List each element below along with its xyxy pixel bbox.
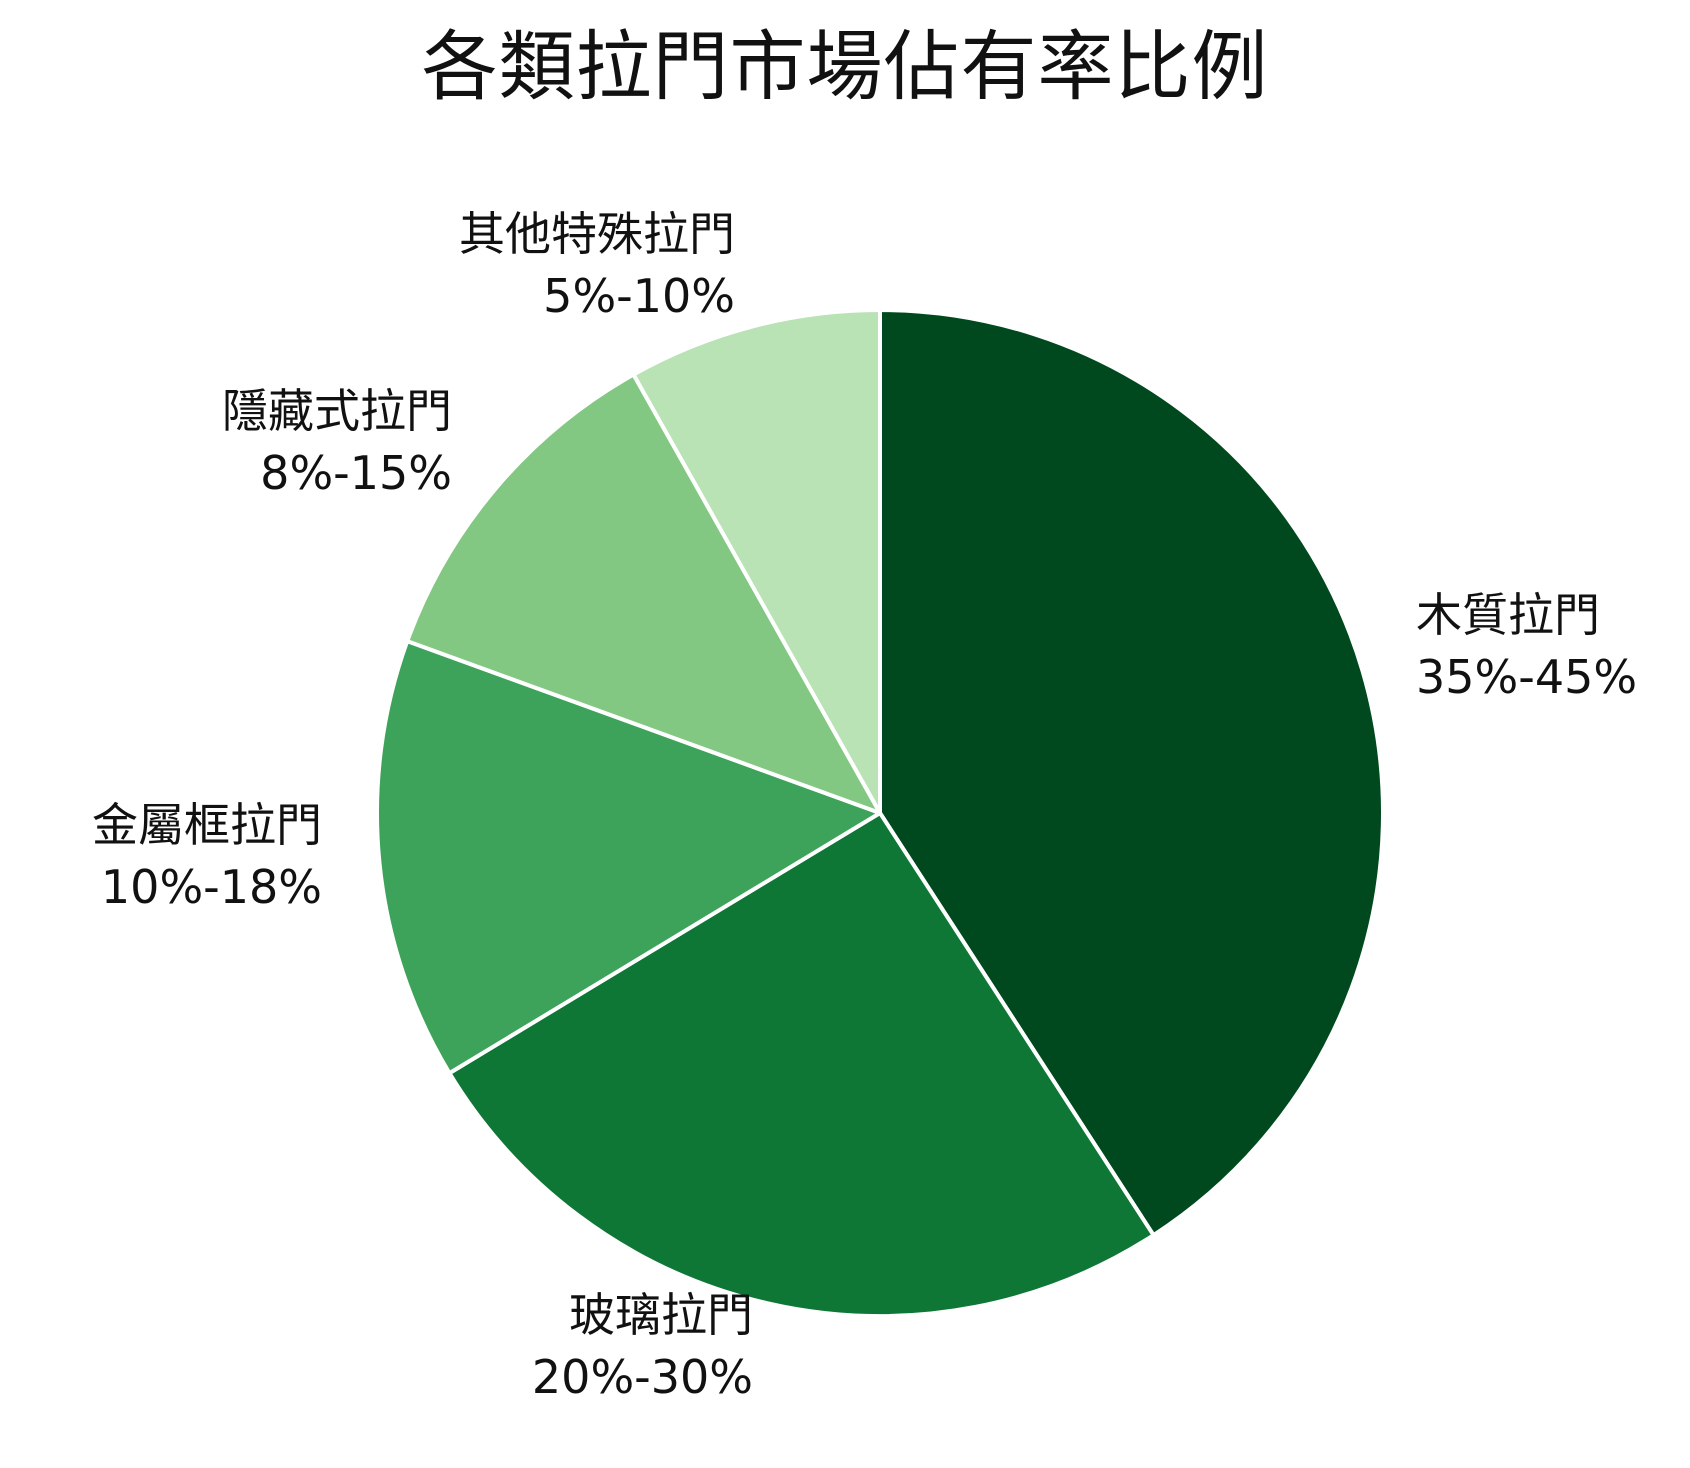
chart-title: 各類拉門市場佔有率比例	[421, 22, 1269, 111]
label-hidden: 隱藏式拉門 8%-15%	[222, 380, 452, 504]
label-metal-name: 金屬框拉門	[92, 798, 322, 852]
label-wood: 木質拉門 35%-45%	[1416, 584, 1637, 708]
label-wood-name: 木質拉門	[1416, 588, 1600, 642]
pie-slice-hidden	[405, 372, 882, 815]
pie-slice-metal	[375, 639, 882, 1076]
label-other-name: 其他特殊拉門	[459, 207, 735, 261]
label-glass-pct: 20%-30%	[531, 1350, 753, 1404]
pie-slice-other	[631, 308, 882, 815]
label-glass: 玻璃拉門 20%-30%	[532, 1284, 753, 1408]
label-metal: 金屬框拉門 10%-18%	[92, 794, 322, 918]
label-metal-pct: 10%-18%	[100, 860, 322, 914]
label-glass-name: 玻璃拉門	[569, 1288, 753, 1342]
label-hidden-name: 隱藏式拉門	[222, 384, 452, 438]
label-other-pct: 5%-10%	[543, 269, 735, 323]
label-wood-pct: 35%-45%	[1416, 650, 1638, 704]
pie-slice-glass	[447, 811, 1156, 1318]
label-hidden-pct: 8%-15%	[260, 446, 452, 500]
label-other: 其他特殊拉門 5%-10%	[459, 203, 735, 327]
